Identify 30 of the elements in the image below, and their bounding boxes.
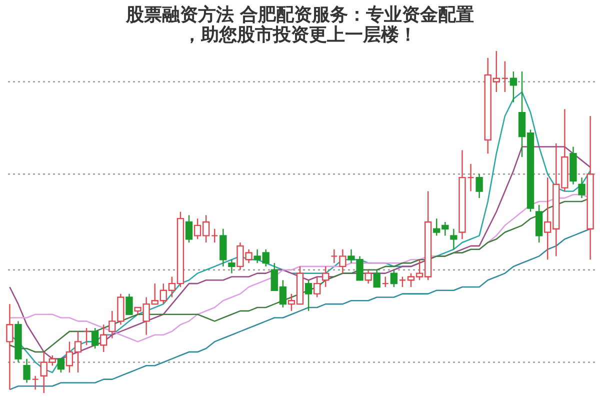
candlestick xyxy=(330,248,338,264)
candlestick xyxy=(23,358,30,384)
candlestick xyxy=(501,60,509,93)
candlestick xyxy=(82,327,90,346)
candlestick xyxy=(339,248,346,274)
candlestick xyxy=(510,70,518,103)
candlestick xyxy=(373,269,380,288)
candlestick xyxy=(390,269,398,288)
chart-title: 股票融资方法 合肥配资服务：专业资金配置，助您股市投资更上一层楼！ xyxy=(124,4,474,46)
candlestick xyxy=(211,228,218,244)
candlestick xyxy=(126,293,133,315)
candlestick xyxy=(322,266,330,288)
candlestick xyxy=(476,174,483,199)
candlestick xyxy=(364,269,372,284)
candlestick xyxy=(91,327,99,350)
candlestick xyxy=(304,280,312,312)
candlestick xyxy=(578,176,586,199)
candlestick xyxy=(382,276,389,288)
candlestick xyxy=(228,259,236,274)
candlestick xyxy=(57,358,65,374)
candlestick xyxy=(220,228,227,268)
candlestick xyxy=(398,276,406,288)
candlestick xyxy=(467,163,474,192)
candlestick xyxy=(100,324,108,353)
candlestick xyxy=(32,375,39,390)
candlestick xyxy=(313,276,321,298)
candlestick xyxy=(450,228,458,250)
candlestick xyxy=(185,214,193,244)
candlestick xyxy=(535,204,543,244)
candlestick xyxy=(6,303,14,390)
